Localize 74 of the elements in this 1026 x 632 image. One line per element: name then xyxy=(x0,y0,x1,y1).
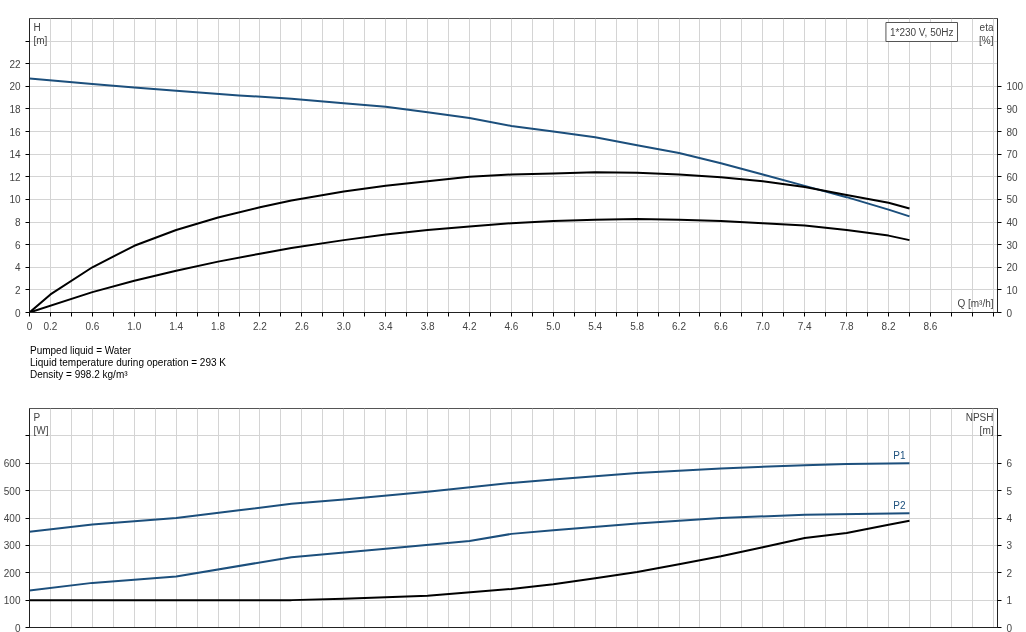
y-tick-label: 500 xyxy=(3,485,21,497)
series-label: P2 xyxy=(893,500,906,512)
line-series xyxy=(29,512,911,592)
text: Pumped liquid = Water xyxy=(30,345,132,356)
y2-tick-label: 100 xyxy=(1006,81,1024,93)
x-tick-label: 1.8 xyxy=(211,320,226,332)
y-tick-label: 16 xyxy=(9,126,21,138)
y-tick-label: 6 xyxy=(14,239,21,251)
y-tick-label: 300 xyxy=(3,540,21,552)
y-tick-label: 0 xyxy=(14,307,21,319)
y-tick-label: 4 xyxy=(14,262,21,274)
annotation: 1*230 V, 50Hz xyxy=(889,26,954,38)
series-label: P1 xyxy=(893,450,906,462)
y-tick-label: 0 xyxy=(14,622,21,632)
x-tick-label: 0 xyxy=(26,320,33,332)
y2-tick-label: 0 xyxy=(1006,307,1013,319)
y-tick-label: 12 xyxy=(9,171,21,183)
x-axis-title: Q [m³/h] xyxy=(957,297,994,309)
y2-tick-label: 6 xyxy=(1006,458,1013,470)
y-tick-label: 14 xyxy=(9,149,21,161)
y2-tick-label: 70 xyxy=(1006,149,1019,161)
x-tick-label: 2.2 xyxy=(253,320,268,332)
line-series xyxy=(29,462,911,533)
y-tick-label: 100 xyxy=(3,595,21,607)
y2-tick-label: 30 xyxy=(1006,239,1019,251)
y-tick-label: 22 xyxy=(9,58,21,70)
y-tick-label: 10 xyxy=(9,194,21,206)
x-tick-label: 8.6 xyxy=(923,320,938,332)
y2-tick-label: 60 xyxy=(1006,171,1019,183)
x-tick-label: 6.2 xyxy=(672,320,687,332)
x-tick-label: 1.4 xyxy=(169,320,184,332)
y2-tick-label: 2 xyxy=(1006,567,1013,579)
x-tick-label: 0.6 xyxy=(85,320,100,332)
y-tick-label: 8 xyxy=(14,217,21,229)
y2-tick-label: 80 xyxy=(1006,126,1019,138)
y2-tick-label: 3 xyxy=(1006,540,1013,552)
y2-tick-label: 40 xyxy=(1006,217,1019,229)
y-tick-label: 18 xyxy=(9,103,21,115)
y2-tick-label: 50 xyxy=(1006,194,1019,206)
x-tick-label: 7.4 xyxy=(797,320,813,332)
x-tick-label: 3.4 xyxy=(378,320,394,332)
y2-tick-label: 0 xyxy=(1006,622,1013,632)
y-tick-label: 400 xyxy=(3,513,21,524)
x-tick-label: 5.4 xyxy=(588,320,603,332)
line-series xyxy=(29,77,911,218)
y-tick-label: 200 xyxy=(3,567,21,579)
x-tick-label: 4.6 xyxy=(504,320,519,332)
y2-tick-label: 20 xyxy=(1006,262,1019,274)
y-tick-label: 600 xyxy=(3,458,21,470)
y-tick-label: 2 xyxy=(14,284,21,296)
y2-tick-label: 4 xyxy=(1006,513,1013,524)
y2-axis-title: NPSH [m] xyxy=(965,411,994,436)
x-tick-label: 2.6 xyxy=(294,320,310,332)
y-tick-label: 20 xyxy=(9,81,21,93)
y2-tick-label: 90 xyxy=(1006,103,1019,115)
text: Density = 998.2 kg/m³ xyxy=(30,369,128,380)
x-tick-label: 6.6 xyxy=(713,320,729,332)
x-tick-label: 7.8 xyxy=(839,320,855,332)
x-tick-label: 5.0 xyxy=(546,320,561,332)
x-tick-label: 4.2 xyxy=(462,320,477,332)
x-tick-label: 3.0 xyxy=(336,320,352,332)
x-tick-label: 3.8 xyxy=(420,320,435,332)
y-axis-title: P [W] xyxy=(33,411,49,436)
y-axis-title: H [m] xyxy=(33,21,48,46)
x-tick-label: 5.8 xyxy=(630,320,645,332)
x-tick-label: 8.2 xyxy=(881,320,896,332)
x-tick-label: 7.0 xyxy=(755,320,771,332)
text: Liquid temperature during operation = 293 K xyxy=(30,357,226,368)
y2-tick-label: 10 xyxy=(1006,284,1019,296)
y2-tick-label: 1 xyxy=(1006,595,1013,607)
x-tick-label: 0.2 xyxy=(43,320,58,332)
y2-axis-title: eta [%] xyxy=(979,21,994,46)
x-tick-label: 1.0 xyxy=(127,320,142,332)
y2-tick-label: 5 xyxy=(1006,485,1013,497)
